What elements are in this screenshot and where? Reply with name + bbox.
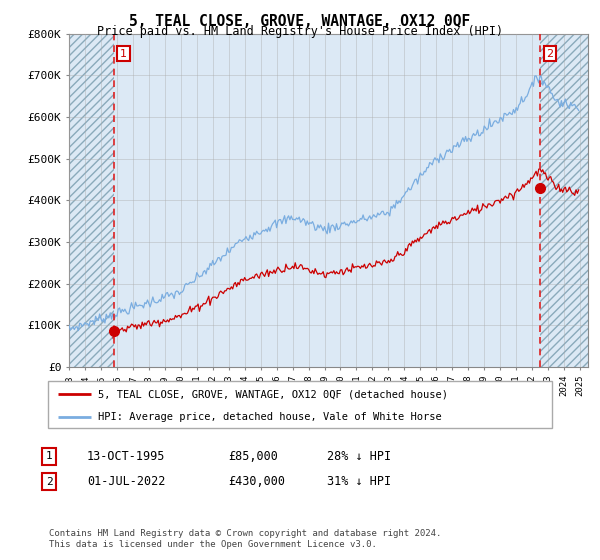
Text: 5, TEAL CLOSE, GROVE, WANTAGE, OX12 0QF (detached house): 5, TEAL CLOSE, GROVE, WANTAGE, OX12 0QF … [98,389,448,399]
Text: 1: 1 [120,49,127,59]
Text: Price paid vs. HM Land Registry's House Price Index (HPI): Price paid vs. HM Land Registry's House … [97,25,503,38]
Bar [69,34,113,367]
FancyBboxPatch shape [48,381,552,428]
Text: 1: 1 [46,451,53,461]
Text: 2: 2 [547,49,554,59]
Text: HPI: Average price, detached house, Vale of White Horse: HPI: Average price, detached house, Vale… [98,412,442,422]
Text: 2: 2 [46,477,53,487]
Text: 5, TEAL CLOSE, GROVE, WANTAGE, OX12 0QF: 5, TEAL CLOSE, GROVE, WANTAGE, OX12 0QF [130,14,470,29]
Bar [540,34,588,367]
Text: 28% ↓ HPI: 28% ↓ HPI [327,450,391,463]
Bar [113,34,540,367]
Text: Contains HM Land Registry data © Crown copyright and database right 2024.
This d: Contains HM Land Registry data © Crown c… [49,529,442,549]
Text: £85,000: £85,000 [228,450,278,463]
Text: 01-JUL-2022: 01-JUL-2022 [87,475,166,488]
Text: £430,000: £430,000 [228,475,285,488]
Text: 13-OCT-1995: 13-OCT-1995 [87,450,166,463]
Text: 31% ↓ HPI: 31% ↓ HPI [327,475,391,488]
